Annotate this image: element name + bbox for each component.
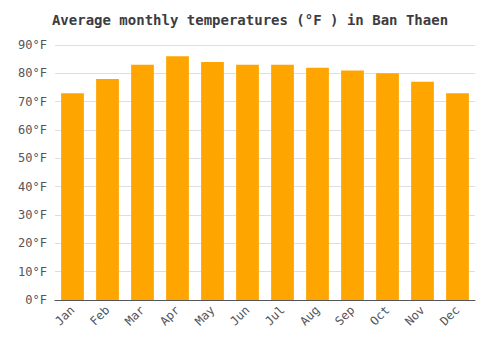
- svg-text:Nov: Nov: [402, 303, 427, 328]
- svg-text:50°F: 50°F: [18, 151, 47, 165]
- svg-text:30°F: 30°F: [18, 208, 47, 222]
- svg-text:Jan: Jan: [52, 303, 77, 328]
- svg-text:40°F: 40°F: [18, 180, 47, 194]
- svg-text:Mar: Mar: [122, 303, 147, 328]
- svg-text:20°F: 20°F: [18, 236, 47, 250]
- svg-text:Sep: Sep: [332, 303, 357, 328]
- svg-text:Dec: Dec: [437, 303, 462, 328]
- svg-text:Aug: Aug: [297, 303, 322, 328]
- svg-text:Oct: Oct: [367, 303, 392, 328]
- svg-text:70°F: 70°F: [18, 95, 47, 109]
- svg-text:80°F: 80°F: [18, 66, 47, 80]
- svg-text:Average monthly temperatures (: Average monthly temperatures (°F ) in Ba…: [52, 12, 448, 28]
- svg-text:Jun: Jun: [227, 303, 252, 328]
- svg-text:May: May: [192, 303, 217, 328]
- svg-text:0°F: 0°F: [25, 293, 47, 307]
- svg-text:60°F: 60°F: [18, 123, 47, 137]
- svg-text:10°F: 10°F: [18, 265, 47, 279]
- svg-text:Jul: Jul: [262, 303, 287, 328]
- svg-text:Feb: Feb: [87, 303, 112, 328]
- svg-text:90°F: 90°F: [18, 38, 47, 52]
- svg-text:Apr: Apr: [157, 303, 182, 328]
